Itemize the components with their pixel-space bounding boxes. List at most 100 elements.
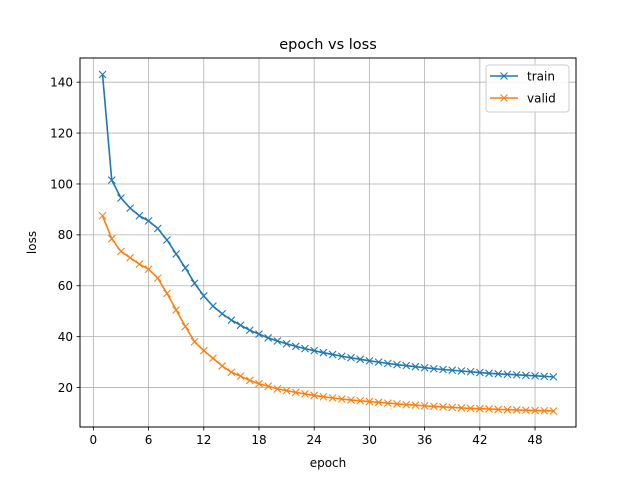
data-point-valid <box>347 396 355 404</box>
data-point-valid <box>429 402 438 411</box>
data-point-train <box>393 360 401 369</box>
data-point-valid <box>383 399 392 407</box>
data-point-train <box>236 321 245 330</box>
data-point-train <box>531 371 539 380</box>
data-point-train <box>383 359 392 368</box>
x-tick-label: 6 <box>145 433 153 447</box>
data-point-train <box>153 224 162 233</box>
data-point-train <box>291 342 300 351</box>
legend: train valid <box>485 64 570 113</box>
data-point-valid <box>98 211 107 220</box>
data-point-valid <box>485 405 493 413</box>
data-point-valid <box>540 406 549 415</box>
data-point-train <box>209 302 217 311</box>
x-tick-label: 24 <box>307 433 322 447</box>
data-point-train <box>328 350 337 359</box>
data-point-valid <box>273 384 282 393</box>
plot-frame <box>79 57 577 428</box>
data-point-valid <box>282 386 291 395</box>
data-point-train <box>227 316 236 325</box>
series-train <box>98 70 558 381</box>
y-tick-label: 60 <box>58 279 73 293</box>
y-tick-label: 120 <box>50 126 73 140</box>
data-point-valid <box>255 379 263 388</box>
data-point-train <box>181 264 190 272</box>
data-point-valid <box>328 394 337 402</box>
y-axis: 20 40 60 80 100 120 140 <box>50 75 80 395</box>
data-point-valid <box>402 400 411 409</box>
data-point-valid <box>337 395 346 403</box>
series-line-train <box>101 74 554 378</box>
data-point-train <box>512 370 521 379</box>
data-point-train <box>457 367 466 375</box>
data-point-valid <box>521 406 530 415</box>
data-point-valid <box>209 354 217 363</box>
data-point-train <box>356 355 365 364</box>
data-point-train <box>448 366 457 375</box>
y-tick-label: 140 <box>50 75 73 89</box>
data-point-train <box>273 337 282 345</box>
series-line-valid <box>101 215 554 412</box>
x-tick-label: 12 <box>196 433 211 447</box>
data-point-train <box>117 194 125 202</box>
data-point-valid <box>117 247 125 256</box>
data-point-train <box>107 176 116 185</box>
data-point-train <box>126 204 135 213</box>
data-point-train <box>282 339 291 348</box>
series-valid <box>98 211 558 415</box>
data-point-train <box>199 292 208 300</box>
data-point-valid <box>512 406 521 414</box>
data-point-valid <box>153 274 162 283</box>
data-point-train <box>466 367 475 376</box>
data-point-train <box>172 250 181 258</box>
data-point-train <box>319 348 328 357</box>
data-point-valid <box>190 337 199 346</box>
data-point-valid <box>126 253 135 262</box>
data-point-valid <box>439 403 447 411</box>
data-point-valid <box>475 404 484 413</box>
data-point-valid <box>448 403 457 412</box>
data-point-valid <box>227 368 236 377</box>
data-point-valid <box>531 406 539 415</box>
data-point-valid <box>365 397 374 406</box>
x-tick-label: 0 <box>90 433 98 447</box>
data-point-valid <box>264 382 273 391</box>
data-point-train <box>402 361 411 370</box>
data-point-valid <box>411 401 420 410</box>
data-point-train <box>301 344 309 353</box>
legend-marker-train <box>500 72 508 80</box>
data-point-train <box>549 372 558 381</box>
data-point-train <box>365 356 374 365</box>
y-tick-label: 20 <box>58 381 73 395</box>
data-point-valid <box>319 392 328 401</box>
data-point-valid <box>181 322 190 331</box>
data-point-valid <box>291 388 300 397</box>
x-tick-label: 36 <box>417 433 432 447</box>
data-point-train <box>485 369 493 378</box>
y-tick-label: 40 <box>58 330 73 344</box>
x-tick-label: 18 <box>251 433 266 447</box>
data-point-valid <box>420 401 429 410</box>
y-axis-label: loss <box>25 231 39 254</box>
data-point-valid <box>144 265 153 274</box>
data-point-train <box>135 211 144 220</box>
data-point-train <box>144 216 153 225</box>
data-point-train <box>521 371 530 380</box>
data-point-valid <box>549 407 558 415</box>
data-point-train <box>429 364 438 373</box>
data-point-valid <box>236 372 245 380</box>
data-point-train <box>374 358 383 366</box>
x-tick-label: 48 <box>527 433 542 447</box>
data-point-valid <box>163 289 171 298</box>
y-tick-label: 100 <box>50 177 73 191</box>
x-axis: 0 6 12 18 24 30 36 42 48 <box>90 427 543 447</box>
data-point-valid <box>310 391 319 400</box>
data-point-train <box>163 236 171 244</box>
data-point-valid <box>301 390 309 398</box>
data-point-valid <box>503 405 512 414</box>
legend-label-valid: valid <box>527 91 556 105</box>
data-point-valid <box>374 398 383 407</box>
data-point-valid <box>199 346 208 355</box>
data-point-valid <box>393 399 401 408</box>
